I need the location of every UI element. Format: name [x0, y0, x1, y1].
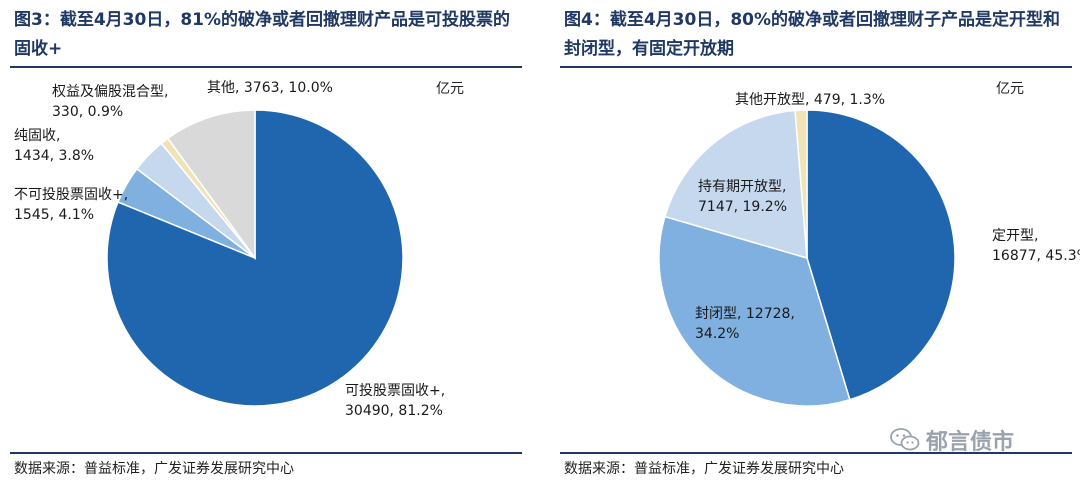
figure-4-title: 图4：截至4月30日，80%的破净或者回撤理财子产品是定开型和封闭型，有固定开放… — [564, 10, 1061, 59]
watermark: 郁言债市 — [890, 424, 1014, 456]
fig4-slice-label-3: 其他开放型, 479, 1.3% — [735, 92, 885, 108]
figure-4-pie-chart: 定开型,16877, 45.3% 封闭型, 12728,34.2% 持有期开放型,7… — [658, 92, 1080, 407]
figure-3-top-rule — [10, 66, 522, 68]
figure-4-panel: 图4：截至4月30日，80%的破净或者回撤理财子产品是定开型和封闭型，有固定开放… — [550, 0, 1080, 489]
fig4-slice-2 — [663, 109, 808, 260]
fig4-slice-3 — [794, 109, 808, 259]
figure-4-bottom-rule — [560, 452, 1072, 454]
fig4-slice-label-2: 持有期开放型, 7147, 19.2% — [698, 179, 787, 215]
figure-3-panel: 图3：截至4月30日，81%的破净或者回撤理财产品是可投股票的固收+ 亿元 可投… — [0, 0, 530, 489]
figure-4-source: 数据来源：普益标准，广发证券发展研究中心 — [564, 461, 844, 477]
figure-4-top-rule — [560, 66, 1072, 68]
figure-3-pie-chart: 可投股票固收+, 30490, 81.2% 不可投股票固收+, 1545, 4.1% 纯… — [14, 80, 445, 419]
figure-3-unit: 亿元 — [436, 81, 464, 97]
fig3-slice-label-4: 其他, 3763, 10.0% — [207, 80, 333, 96]
figure-3-source: 数据来源：普益标准，广发证券发展研究中心 — [14, 461, 294, 477]
figure-4-unit: 亿元 — [996, 81, 1024, 97]
fig4-slice-label-1: 封闭型, 12728, 34.2% — [695, 306, 795, 342]
figure-3-bottom-rule — [10, 452, 522, 454]
fig4-slice-1 — [658, 215, 851, 407]
wechat-icon — [890, 428, 920, 451]
fig3-slice-4 — [166, 109, 256, 261]
fig3-slice-label-2: 纯固收, 1434, 3.8% — [14, 128, 94, 164]
fig4-slice-0 — [806, 109, 956, 401]
fig3-slice-label-3: 权益及偏股混合型, 330, 0.9% — [52, 84, 168, 120]
watermark-text: 郁言债市 — [926, 430, 1015, 455]
figure-3-title: 图3：截至4月30日，81%的破净或者回撤理财产品是可投股票的固收+ — [14, 10, 511, 59]
fig4-slice-label-0: 定开型,16877, 45.3% — [992, 228, 1080, 264]
fig3-slice-label-0: 可投股票固收+, 30490, 81.2% — [345, 383, 445, 419]
fig3-slice-label-1: 不可投股票固收+, 1545, 4.1% — [14, 187, 128, 223]
